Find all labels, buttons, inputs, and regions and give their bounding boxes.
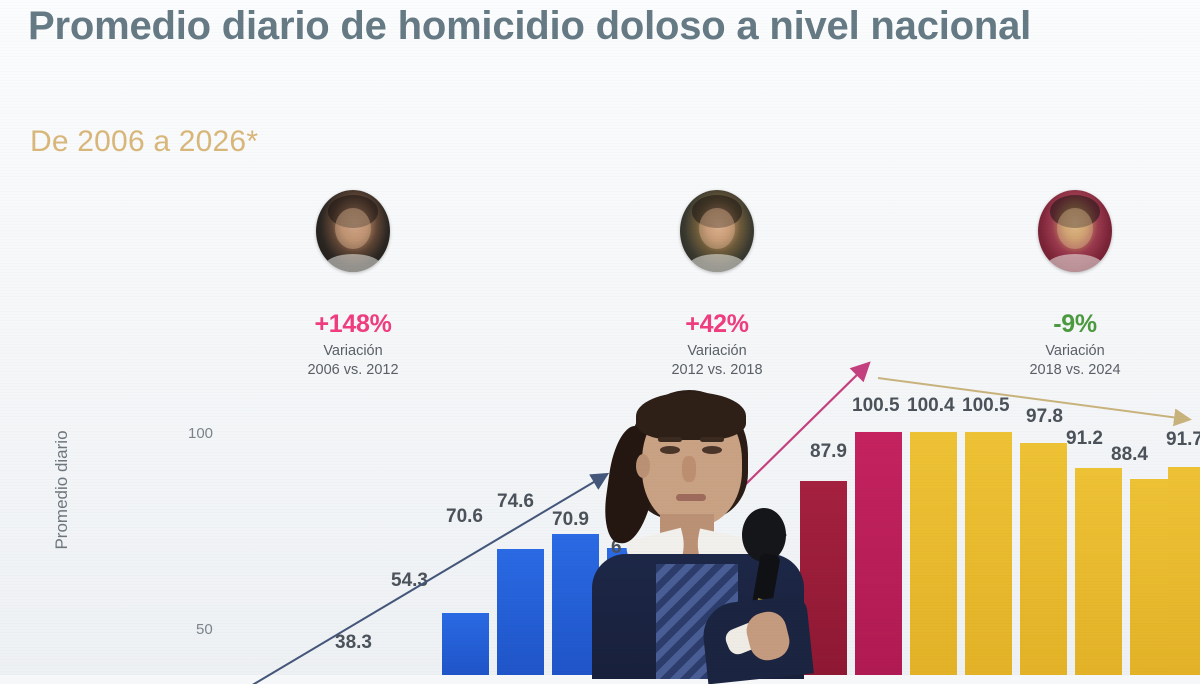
- variation-period: 2012 vs. 2018: [671, 361, 763, 378]
- bar-13: [1020, 442, 1067, 675]
- bar-1: [442, 613, 489, 675]
- bar-value-label-14: 91.2: [1066, 428, 1103, 449]
- portrait-felipe-calderon: [316, 190, 390, 272]
- variation-caption-pena-nieto: Variación 2012 vs. 2018: [607, 342, 827, 380]
- slide-title: Promedio diario de homicidio doloso a ni…: [28, 4, 1032, 48]
- portrait-andres-manuel-lopez-obrador: [1038, 190, 1112, 272]
- bar-16: [1168, 466, 1200, 675]
- y-tick-50: 50: [196, 621, 213, 638]
- variation-percent-lopez-obrador: -9%: [1053, 310, 1097, 338]
- president-block-lopez-obrador: -9% Variación 2018 vs. 2024: [965, 190, 1185, 380]
- variation-label: Variación: [323, 343, 383, 359]
- variation-label: Variación: [1045, 343, 1105, 359]
- speaker-mouth: [676, 494, 706, 501]
- bar-value-label-12: 100.5: [962, 395, 1010, 416]
- bar-value-label-9: 87.9: [810, 441, 847, 462]
- bar-value-label-10: 100.5: [852, 395, 900, 416]
- president-block-calderon: +148% Variación 2006 vs. 2012: [243, 190, 463, 380]
- speaker-ear: [636, 454, 650, 478]
- portrait-enrique-pena-nieto: [680, 190, 754, 272]
- variation-period: 2018 vs. 2024: [1029, 361, 1121, 378]
- bar-value-label-16: 91.7: [1166, 429, 1200, 450]
- variation-caption-calderon: Variación 2006 vs. 2012: [243, 342, 463, 380]
- bar-value-label-11: 100.4: [907, 395, 955, 416]
- bar-11: [910, 432, 957, 675]
- variation-caption-lopez-obrador: Variación 2018 vs. 2024: [965, 342, 1185, 380]
- bar-value-label-13: 97.8: [1026, 406, 1063, 427]
- variation-label: Variación: [687, 343, 747, 359]
- bar-12: [965, 432, 1012, 675]
- variation-percent-calderon: +148%: [314, 310, 392, 338]
- bar-value-label-15: 88.4: [1111, 444, 1148, 465]
- bar-14: [1075, 468, 1122, 675]
- president-block-pena-nieto: +42% Variación 2012 vs. 2018: [607, 190, 827, 380]
- speaker-eyebrow-right: [700, 437, 724, 442]
- bar-3: [552, 533, 599, 675]
- trend-arrow-calderon: [252, 472, 610, 684]
- speaker-claudia-sheinbaum: [590, 368, 820, 684]
- y-tick-100: 100: [188, 425, 214, 442]
- speaker-nose: [682, 456, 696, 482]
- trend-arrow-lopez-obrador: [877, 377, 1192, 427]
- bar-value-label-5: 6: [611, 537, 622, 558]
- slide-subtitle: De 2006 a 2026*: [30, 125, 259, 158]
- variation-percent-pena-nieto: +42%: [685, 310, 749, 338]
- bar-value-label-4: 70.9: [552, 509, 589, 530]
- bar-value-label-3: 74.6: [497, 491, 534, 512]
- bar-2: [497, 549, 544, 675]
- speaker-eye-right: [702, 446, 722, 454]
- bar-value-label-2: 70.6: [446, 506, 483, 527]
- speaker-eyebrow-left: [658, 437, 682, 442]
- variation-period: 2006 vs. 2012: [307, 361, 399, 378]
- speaker-fringe: [636, 392, 746, 440]
- bar-10: [855, 432, 902, 675]
- speaker-eye-left: [660, 446, 680, 454]
- bar-value-label-0: 38.3: [335, 632, 372, 653]
